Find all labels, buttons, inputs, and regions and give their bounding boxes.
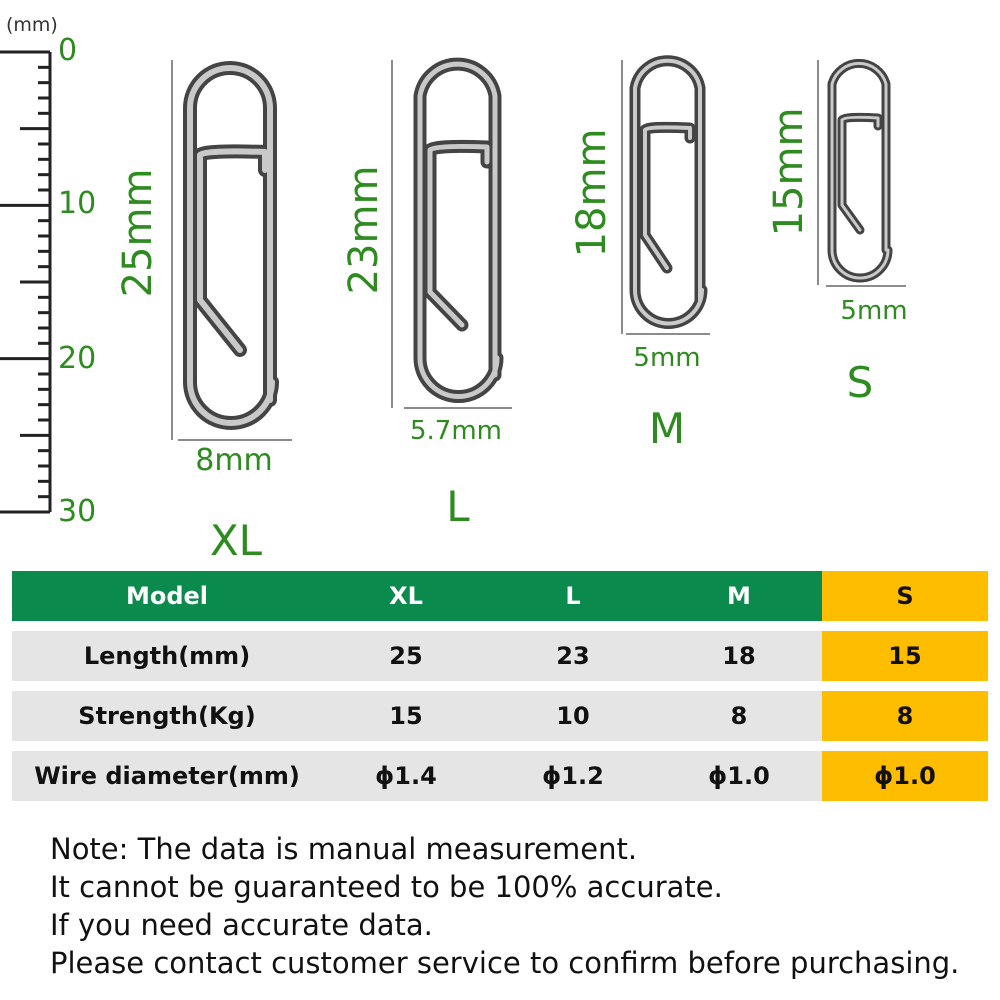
- ruler-unit-label: (mm): [6, 14, 58, 36]
- table-cell: 10: [556, 702, 590, 730]
- clip-m-image: [629, 55, 708, 329]
- table-cell: 15: [822, 631, 988, 681]
- ruler-mark-20: 20: [58, 341, 97, 376]
- table-header-cell: L: [565, 582, 581, 610]
- spec-table: Model XL L M S Length(mm) 25 23 18 15 St…: [12, 571, 988, 811]
- clip-l-image: [413, 57, 504, 403]
- ruler-mark-30: 30: [58, 494, 97, 529]
- clip-s-image: [827, 58, 893, 283]
- table-header-row: Model XL L M S: [12, 571, 988, 621]
- table-header-cell: XL: [389, 582, 423, 610]
- table-header-cell: Model: [125, 582, 209, 610]
- note-line: If you need accurate data.: [50, 908, 433, 942]
- clip-m-size-label: M: [648, 404, 686, 453]
- clip-s-length-label: 15mm: [766, 107, 812, 237]
- note-line: It cannot be guaranteed to be 100% accur…: [50, 870, 723, 904]
- table-row: Length(mm) 25 23 18 15: [12, 631, 988, 681]
- table-cell: 15: [389, 702, 423, 730]
- table-cell: ɸ1.0: [708, 762, 770, 790]
- table-cell: ɸ1.0: [822, 751, 988, 801]
- clip-xl-length-label: 25mm: [115, 168, 161, 298]
- clip-m-length-label: 18mm: [569, 128, 615, 258]
- table-cell: 23: [556, 642, 590, 670]
- ruler-mark-0: 0: [58, 33, 78, 68]
- table-cell: Length(mm): [83, 642, 251, 670]
- table-cell: ɸ1.2: [542, 762, 604, 790]
- table-header-cell: M: [727, 582, 751, 610]
- table-cell: 8: [822, 691, 988, 741]
- table-cell: 8: [730, 702, 748, 730]
- clip-s-width-label: 5mm: [840, 296, 908, 326]
- table-cell: ɸ1.4: [375, 762, 437, 790]
- table-cell: 25: [389, 642, 423, 670]
- table-cell: Strength(Kg): [78, 702, 256, 730]
- table-row: Strength(Kg) 15 10 8 8: [12, 691, 988, 741]
- ruler-mark-10: 10: [58, 186, 97, 221]
- table-header-cell: S: [822, 571, 988, 621]
- note-block: Note: The data is manual measurement. It…: [50, 830, 959, 982]
- note-line: Note: The data is manual measurement.: [50, 832, 638, 866]
- note-line: Please contact customer service to confi…: [50, 946, 960, 980]
- clip-s-size-label: S: [846, 358, 874, 407]
- clip-l-width-label: 5.7mm: [409, 416, 503, 446]
- clip-xl-size-label: XL: [209, 516, 263, 565]
- snap-clips-figure: [171, 55, 906, 441]
- clip-l-length-label: 23mm: [341, 165, 387, 295]
- clip-xl-image: [183, 61, 279, 430]
- table-cell: Wire diameter(mm): [34, 762, 300, 790]
- clip-m-width-label: 5mm: [633, 343, 701, 373]
- clip-l-size-label: L: [446, 482, 470, 531]
- table-cell: 18: [722, 642, 756, 670]
- table-row: Wire diameter(mm) ɸ1.4 ɸ1.2 ɸ1.0 ɸ1.0: [12, 751, 988, 801]
- ruler: [0, 50, 52, 514]
- clip-xl-width-label: 8mm: [195, 443, 273, 478]
